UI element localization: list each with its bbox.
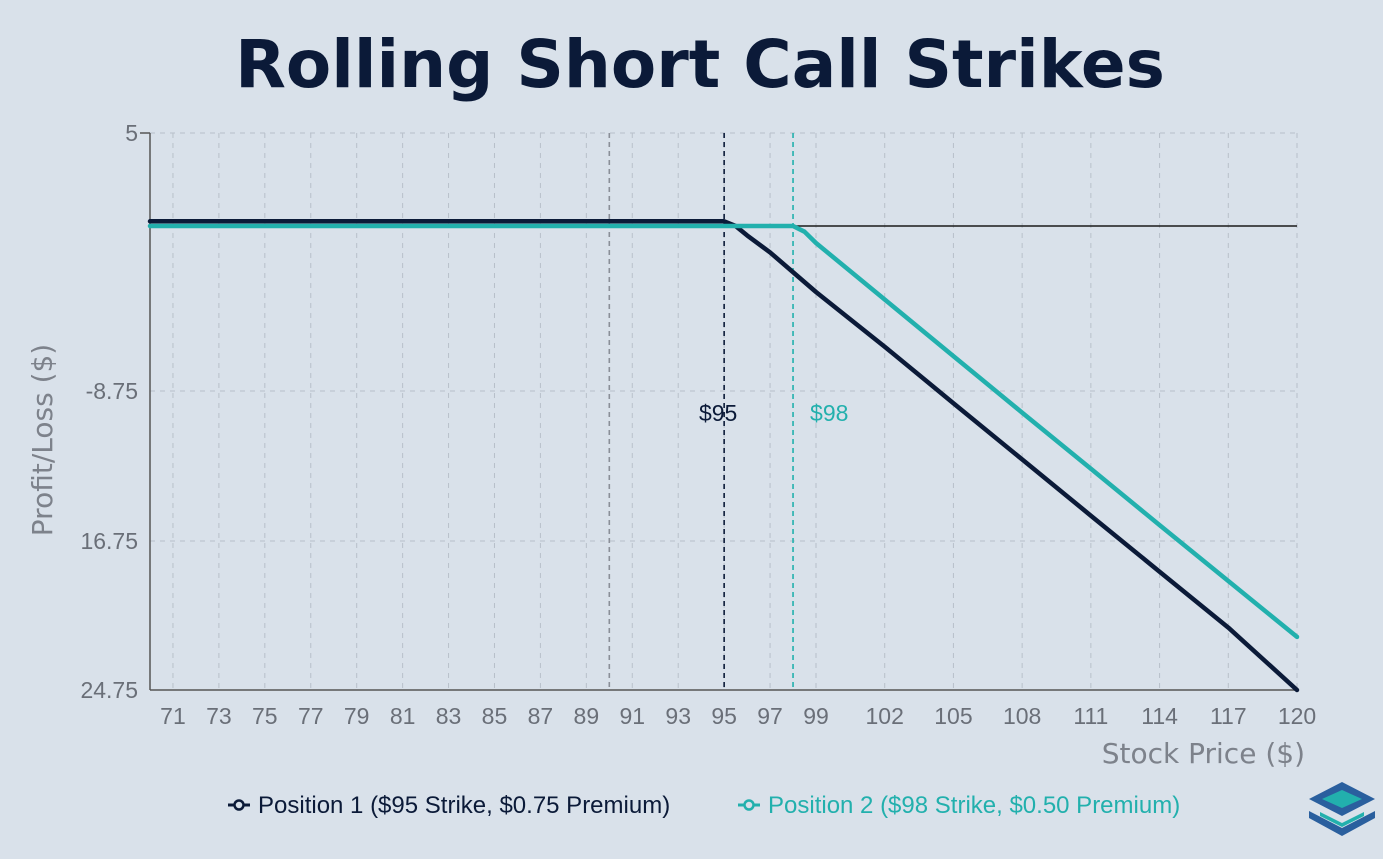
y-axis-title: Profit/Loss ($): [26, 344, 59, 536]
legend-item-1: Position 1 ($95 Strike, $0.75 Premium): [228, 792, 670, 819]
y-tick-label: 16.75: [80, 528, 138, 554]
x-tick-label: 77: [298, 703, 324, 729]
legend-item-2: Position 2 ($98 Strike, $0.50 Premium): [738, 792, 1180, 819]
legend-swatch-marker: [743, 799, 755, 811]
x-tick-label: 85: [482, 703, 508, 729]
legend-swatch-marker: [233, 799, 245, 811]
x-tick-label: 97: [757, 703, 783, 729]
x-tick-labels: 71 73 75 77 79 81 83 85 87 89 91 93 95 97 99 102 105 108 1…: [160, 703, 1316, 729]
x-tick-label: 71: [160, 703, 186, 729]
x-tick-label: 73: [206, 703, 232, 729]
series-line-2: [147, 223, 1300, 640]
x-tick-label: 108: [1003, 703, 1041, 729]
x-tick-label: 93: [665, 703, 691, 729]
legend-label: Position 1 ($95 Strike, $0.75 Premium): [258, 792, 670, 819]
x-tick-label: 99: [803, 703, 829, 729]
x-axis-title: Stock Price ($): [1102, 737, 1305, 770]
x-tick-label: 105: [934, 703, 972, 729]
strike-labels: $95 $98: [699, 400, 848, 426]
legend-label: Position 2 ($98 Strike, $0.50 Premium): [768, 792, 1180, 819]
chart-title: Rolling Short Call Strikes: [235, 26, 1165, 103]
x-tick-label: 89: [574, 703, 600, 729]
x-tick-label: 117: [1210, 703, 1247, 729]
layers-logo-icon: [1309, 782, 1375, 836]
legend: Position 1 ($95 Strike, $0.75 Premium) Po…: [228, 792, 1180, 819]
y-tick-label: 5: [125, 120, 138, 146]
x-tick-label: 83: [436, 703, 462, 729]
x-tick-label: 79: [344, 703, 370, 729]
x-tick-label: 81: [390, 703, 416, 729]
series-lines: [147, 219, 1300, 693]
x-tick-label: 91: [619, 703, 645, 729]
x-tick-label: 87: [528, 703, 554, 729]
y-tick-labels: 5 -8.75 16.75 24.75: [80, 120, 138, 703]
x-tick-label: 102: [866, 703, 904, 729]
strike-label-98: $98: [810, 400, 848, 426]
x-tick-label: 120: [1278, 703, 1316, 729]
y-tick-label: 24.75: [80, 677, 138, 703]
x-tick-label: 111: [1073, 703, 1108, 729]
strike-label-95: $95: [699, 400, 737, 426]
x-tick-label: 75: [252, 703, 278, 729]
y-tick-label: -8.75: [86, 378, 138, 404]
x-tick-label: 95: [711, 703, 737, 729]
x-tick-label: 114: [1141, 703, 1178, 729]
